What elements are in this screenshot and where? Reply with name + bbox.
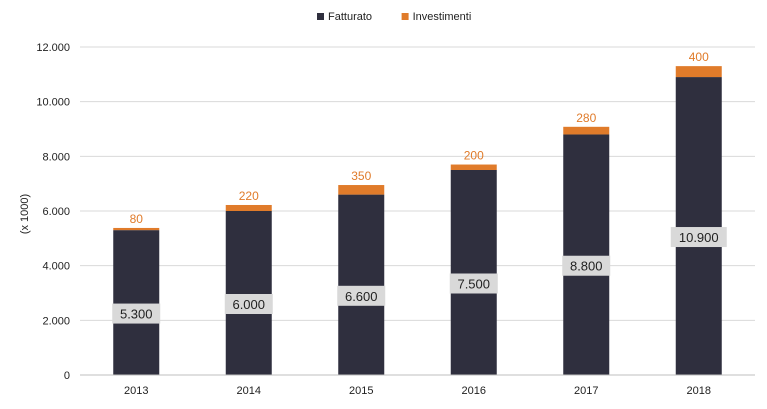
- investimenti-data-label: 350: [351, 169, 371, 183]
- fatturato-data-label: 6.600: [345, 289, 378, 304]
- legend-swatch-fatturato: [317, 13, 324, 20]
- x-tick-label: 2013: [124, 385, 148, 397]
- bar-fatturato-2015: [338, 194, 385, 375]
- fatturato-label-box: [224, 294, 273, 314]
- bar-fatturato-2014: [225, 211, 272, 375]
- investimenti-data-label: 200: [464, 149, 484, 163]
- bars: [113, 66, 722, 376]
- investimenti-data-label: 280: [576, 111, 596, 125]
- fatturato-label-box: [670, 227, 727, 248]
- y-tick-label: 4.000: [42, 261, 70, 273]
- y-tick-label: 12.000: [36, 42, 70, 54]
- y-axis-label: (x 1000): [19, 194, 31, 234]
- investimenti-data-label: 220: [239, 189, 259, 203]
- data-labels: 80 5.300 220 6.000 350 6.600 200 7.500 280 8.800 4…: [112, 50, 727, 324]
- bar-investimenti-2013: [113, 227, 160, 231]
- x-tick-label: 2015: [349, 385, 373, 397]
- x-tick-label: 2014: [237, 385, 261, 397]
- y-tick-label: 2.000: [42, 315, 70, 327]
- fatturato-data-label: 5.300: [120, 307, 153, 322]
- y-tick-label: 0: [64, 370, 70, 382]
- legend-label-fatturato: Fatturato: [328, 11, 372, 23]
- x-tick-label: 2018: [687, 385, 711, 397]
- fatturato-data-label: 10.900: [679, 230, 719, 245]
- y-tick-label: 10.000: [36, 97, 70, 109]
- y-tick-label: 6.000: [42, 206, 70, 218]
- fatturato-data-label: 8.800: [570, 259, 603, 274]
- bar-fatturato-2018: [675, 77, 722, 376]
- bar-investimenti-2017: [563, 126, 610, 135]
- fatturato-label-box: [449, 273, 498, 294]
- fatturato-data-label: 6.000: [232, 297, 265, 312]
- bar-fatturato-2017: [563, 134, 610, 375]
- bar-investimenti-2014: [225, 204, 272, 211]
- bar-fatturato-2016: [450, 170, 497, 375]
- bar-investimenti-2015: [338, 185, 385, 195]
- investimenti-data-label: 400: [689, 50, 709, 64]
- bar-fatturato-2013: [113, 230, 160, 375]
- fatturato-data-label: 7.500: [457, 277, 490, 292]
- axes: 0 2.000 4.000 6.000 8.000 10.000 12.000 2013 201…: [36, 42, 755, 397]
- x-tick-label: 2017: [574, 385, 598, 397]
- legend-label-investimenti: Investimenti: [413, 11, 472, 23]
- legend: Fatturato Investimenti: [317, 11, 471, 23]
- legend-swatch-investimenti: [401, 13, 409, 20]
- fatturato-label-box: [337, 285, 386, 306]
- y-tick-label: 8.000: [42, 151, 70, 163]
- bar-investimenti-2018: [675, 66, 722, 78]
- fatturato-label-box: [562, 255, 611, 276]
- x-tick-label: 2016: [462, 385, 486, 397]
- investimenti-data-label: 80: [130, 212, 144, 226]
- bar-investimenti-2016: [450, 164, 497, 170]
- fatturato-label-box: [112, 303, 161, 324]
- gridlines: [80, 46, 755, 321]
